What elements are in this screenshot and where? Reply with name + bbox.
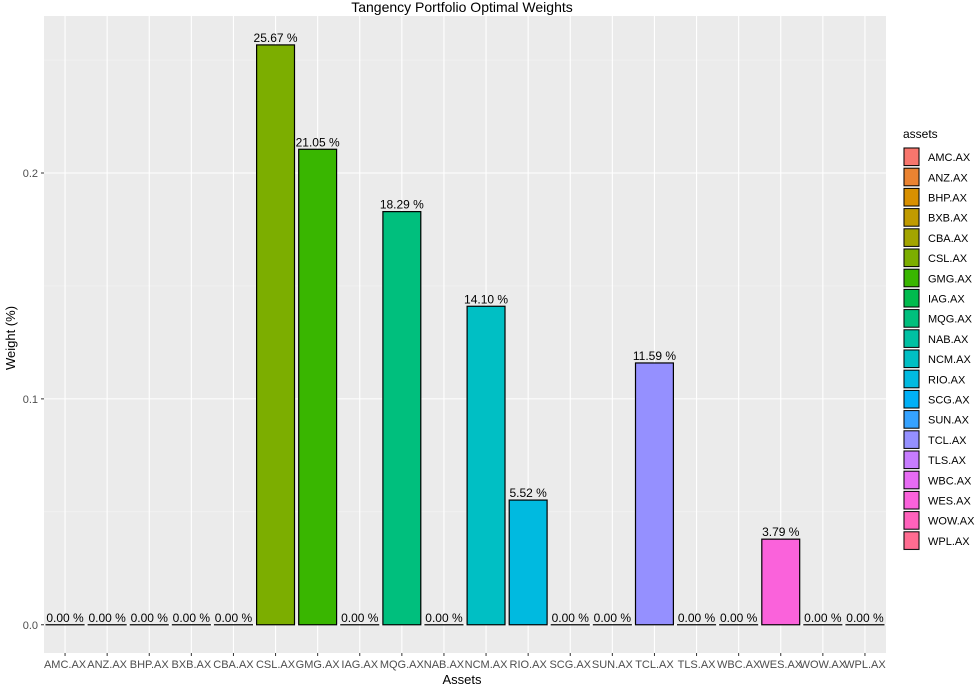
legend-label: WBC.AX bbox=[928, 475, 972, 487]
bar-wes-ax bbox=[761, 538, 801, 626]
bar-value-label: 0.00 % bbox=[846, 611, 884, 625]
bar-value-label: 0.00 % bbox=[678, 611, 716, 625]
bar-value-label: 0.00 % bbox=[804, 611, 842, 625]
legend-label: NCM.AX bbox=[928, 354, 971, 366]
legend-label: GMG.AX bbox=[928, 273, 973, 285]
legend-label: BHP.AX bbox=[928, 193, 968, 205]
x-axis-title: Assets bbox=[442, 672, 482, 687]
legend-swatch bbox=[903, 147, 920, 167]
bar-value-label: 3.79 % bbox=[762, 525, 800, 539]
legend-swatch bbox=[903, 410, 920, 429]
legend-label: AMC.AX bbox=[928, 152, 971, 164]
x-tick-label: ANZ.AX bbox=[87, 659, 127, 671]
legend-label: RIO.AX bbox=[928, 374, 966, 386]
x-tick-label: WPL.AX bbox=[844, 659, 886, 671]
x-tick-label: AMC.AX bbox=[44, 659, 87, 671]
legend-swatch bbox=[903, 369, 920, 389]
x-tick-label: BHP.AX bbox=[130, 659, 170, 671]
x-tick-label: SUN.AX bbox=[592, 659, 634, 671]
bar-value-label: 14.10 % bbox=[464, 292, 508, 306]
legend-label: CBA.AX bbox=[928, 233, 969, 245]
bar-value-label: 25.67 % bbox=[254, 31, 298, 45]
legend-swatch bbox=[903, 470, 920, 490]
legend-label: IAG.AX bbox=[928, 294, 965, 306]
legend-label: NAB.AX bbox=[928, 334, 969, 346]
bar-rio-ax bbox=[508, 499, 548, 626]
bar-csl-ax bbox=[256, 44, 296, 626]
legend-swatch bbox=[903, 511, 920, 530]
bar-value-label: 18.29 % bbox=[380, 198, 424, 212]
x-tick-label: TLS.AX bbox=[678, 659, 717, 671]
x-tick-label: BXB.AX bbox=[171, 659, 211, 671]
x-tick-label: WES.AX bbox=[759, 659, 802, 671]
bar-value-label: 0.00 % bbox=[46, 611, 84, 625]
x-tick-label: GMG.AX bbox=[296, 659, 341, 671]
x-tick-label: NCM.AX bbox=[465, 659, 508, 671]
legend-swatch bbox=[903, 430, 920, 449]
bar-value-label: 0.00 % bbox=[552, 611, 590, 625]
legend-label: MQG.AX bbox=[928, 314, 973, 326]
legend-swatch bbox=[903, 531, 920, 550]
legend-swatch bbox=[903, 228, 920, 247]
legend-swatch bbox=[903, 329, 920, 348]
x-tick-label: MQG.AX bbox=[380, 659, 425, 671]
legend-label: CSL.AX bbox=[928, 253, 968, 265]
bar-ncm-ax bbox=[466, 305, 506, 626]
legend-swatch bbox=[903, 167, 920, 187]
x-tick-label: CBA.AX bbox=[213, 659, 254, 671]
legend-swatch bbox=[903, 490, 920, 510]
x-tick-label: IAG.AX bbox=[341, 659, 378, 671]
legend-label: ANZ.AX bbox=[928, 172, 968, 184]
legend: assets AMC.AX ANZ.AX BHP.AX BXB.AX CBA.AX CSL.… bbox=[903, 127, 975, 551]
bar-value-label: 0.00 % bbox=[131, 611, 169, 625]
bar-value-label: 0.00 % bbox=[215, 611, 253, 625]
bar-value-label: 0.00 % bbox=[720, 611, 758, 625]
y-tick-label: 0.0 bbox=[23, 620, 38, 632]
bar-value-label: 0.00 % bbox=[341, 611, 379, 625]
legend-swatch bbox=[903, 288, 920, 308]
bar-value-label: 0.00 % bbox=[88, 611, 126, 625]
legend-label: BXB.AX bbox=[928, 213, 968, 225]
x-tick-label: CSL.AX bbox=[256, 659, 296, 671]
legend-title: assets bbox=[903, 127, 938, 141]
bar-value-label: 11.59 % bbox=[633, 349, 676, 363]
legend-swatch bbox=[903, 248, 920, 268]
legend-label: TCL.AX bbox=[928, 435, 967, 447]
legend-label: SCG.AX bbox=[928, 395, 970, 407]
legend-label: WPL.AX bbox=[928, 536, 970, 548]
legend-swatch bbox=[903, 389, 920, 409]
x-tick-label: SCG.AX bbox=[549, 659, 591, 671]
x-tick-label: WBC.AX bbox=[717, 659, 761, 671]
bar-mqg-ax bbox=[382, 211, 422, 626]
plot-panel bbox=[44, 16, 886, 653]
x-tick-label: RIO.AX bbox=[510, 659, 548, 671]
legend-swatch bbox=[903, 268, 920, 288]
legend-label: TLS.AX bbox=[928, 455, 967, 467]
y-axis-title: Weight (%) bbox=[3, 306, 18, 370]
legend-swatch bbox=[903, 208, 920, 227]
x-tick-label: WOW.AX bbox=[800, 659, 847, 671]
bar-tcl-ax bbox=[634, 362, 674, 626]
y-tick-label: 0.1 bbox=[23, 394, 38, 406]
y-tick-label: 0.2 bbox=[23, 168, 38, 180]
legend-swatch bbox=[903, 187, 920, 207]
legend-swatch bbox=[903, 450, 920, 470]
x-tick-label: NAB.AX bbox=[424, 659, 465, 671]
legend-swatch bbox=[903, 309, 920, 328]
bar-value-label: 5.52 % bbox=[509, 486, 547, 500]
bar-value-label: 0.00 % bbox=[425, 611, 463, 625]
chart-title: Tangency Portfolio Optimal Weights bbox=[351, 0, 573, 15]
x-tick-label: TCL.AX bbox=[635, 659, 674, 671]
bar-value-label: 0.00 % bbox=[173, 611, 211, 625]
legend-label: WES.AX bbox=[928, 496, 971, 508]
bar-gmg-ax bbox=[298, 148, 338, 626]
legend-swatch bbox=[903, 349, 920, 369]
bar-value-label: 21.05 % bbox=[296, 135, 340, 149]
bar-value-label: 0.00 % bbox=[594, 611, 632, 625]
legend-label: WOW.AX bbox=[928, 516, 975, 528]
legend-label: SUN.AX bbox=[928, 415, 970, 427]
